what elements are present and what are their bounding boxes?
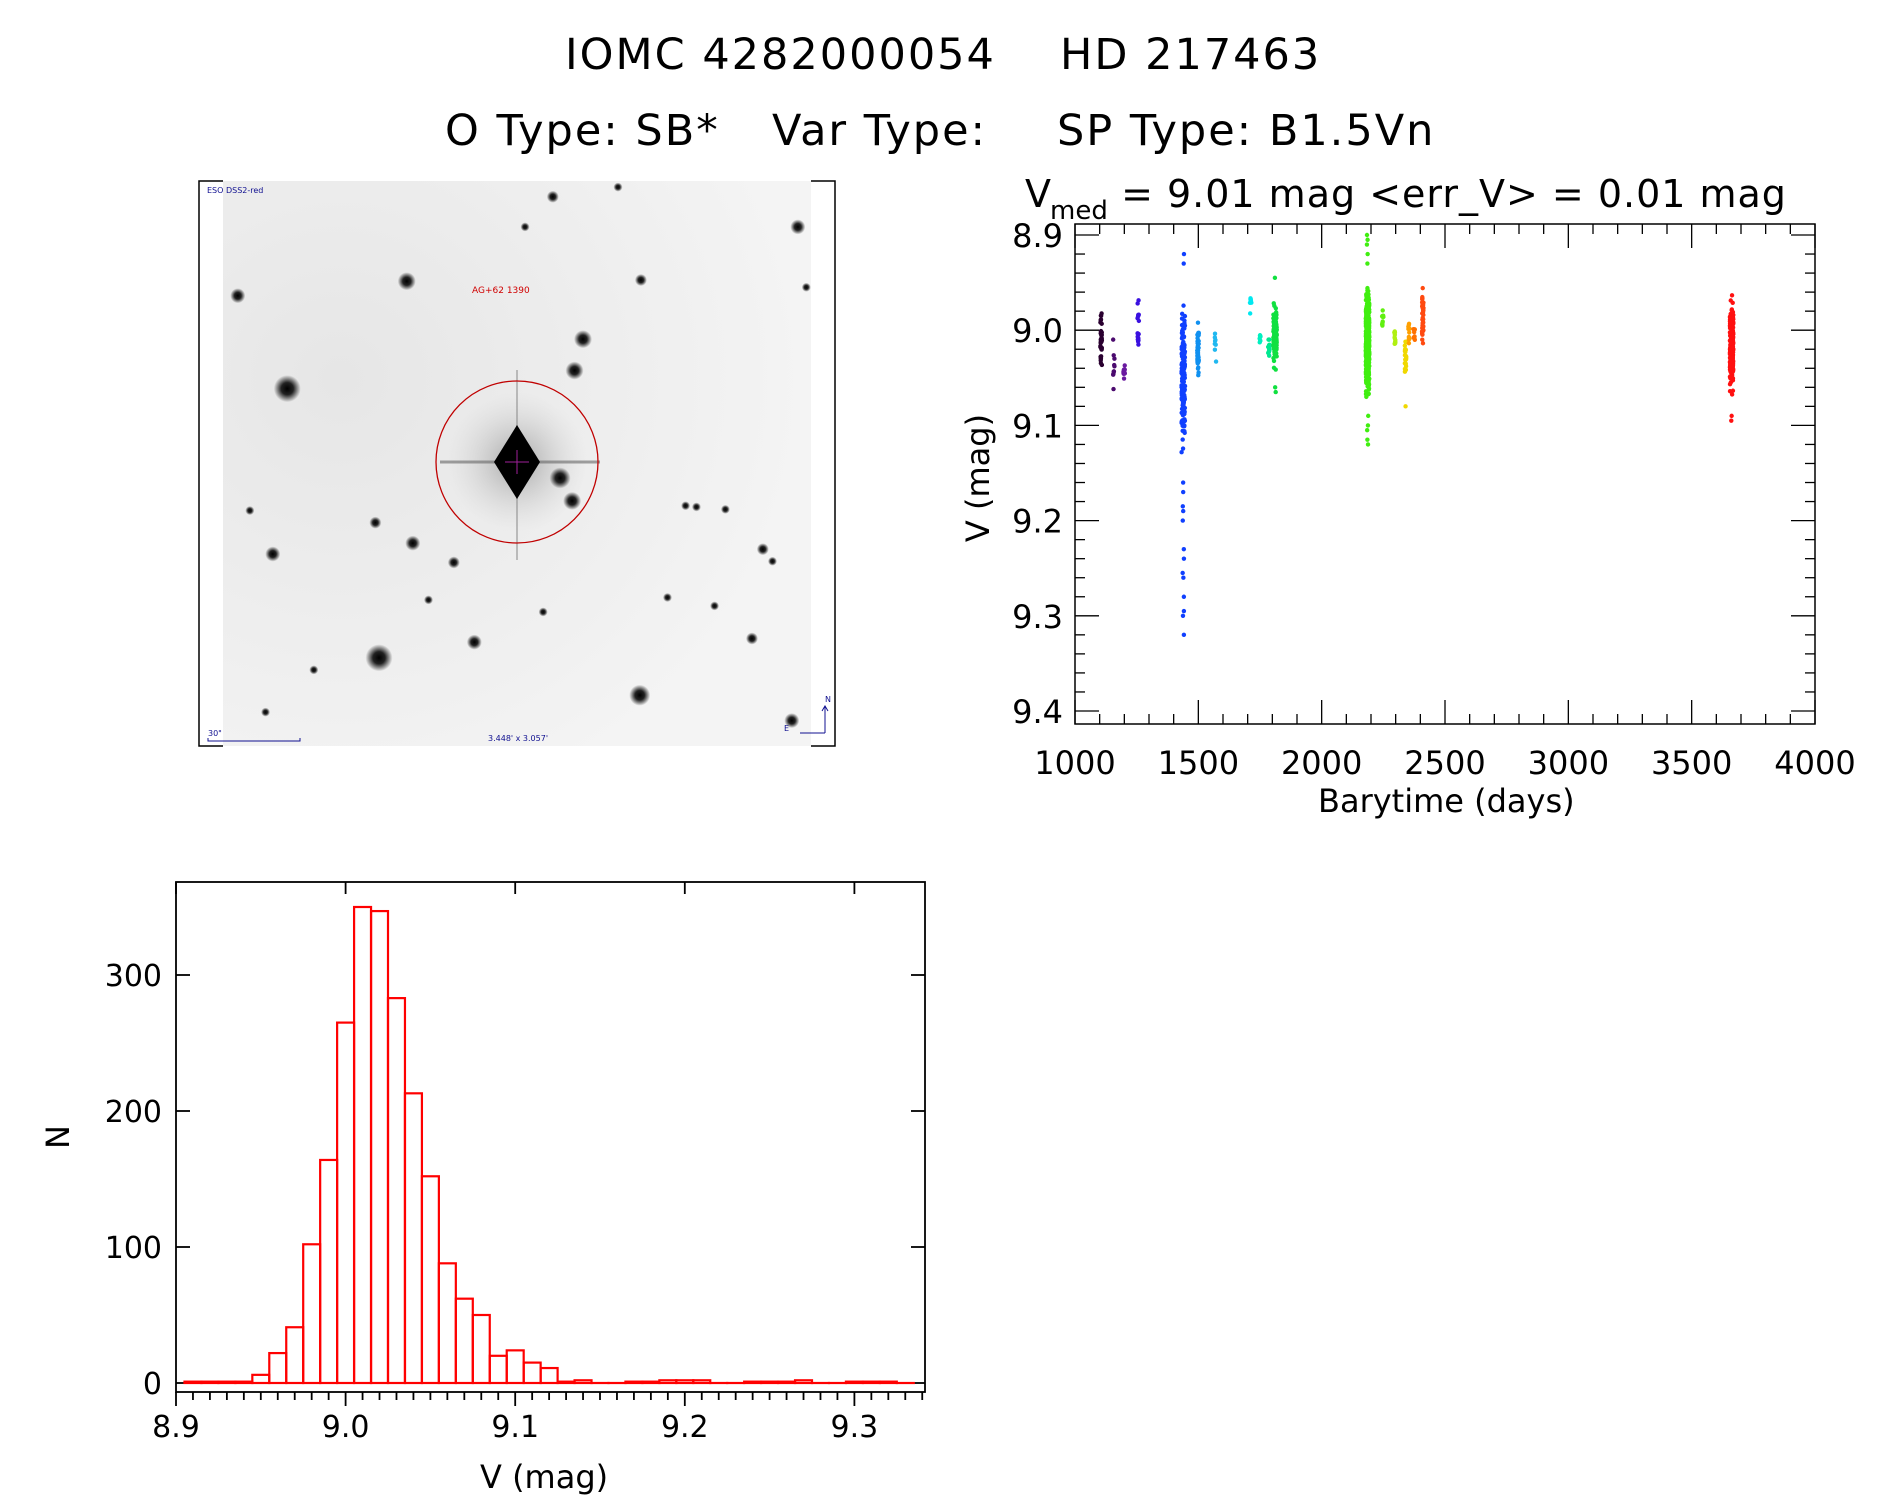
histogram-bar [625, 1382, 642, 1383]
histogram-bar [490, 1356, 507, 1383]
histogram-bar [676, 1380, 693, 1383]
histogram-bar [659, 1380, 676, 1383]
histogram-bar [354, 907, 371, 1383]
histogram-bar [693, 1380, 710, 1383]
histogram-bar [575, 1380, 592, 1383]
histogram-bar [405, 1093, 422, 1383]
hist-x-tick-label: 9.3 [831, 1410, 879, 1445]
histogram-bar [778, 1382, 795, 1383]
histogram-bar [761, 1382, 778, 1383]
histogram-bar [439, 1263, 456, 1383]
histogram-bar [422, 1176, 439, 1383]
histogram-bar [795, 1380, 812, 1383]
hist-x-tick-label: 8.9 [152, 1410, 200, 1445]
histogram-bar [388, 998, 405, 1383]
histogram-bar [880, 1382, 897, 1383]
histogram-bar [642, 1382, 659, 1383]
histogram-bar [541, 1368, 558, 1383]
histogram-bar [201, 1382, 218, 1383]
hist-y-tick-label: 200 [105, 1095, 162, 1130]
histogram-bar [269, 1353, 286, 1383]
hist-y-tick-label: 300 [105, 959, 162, 994]
histogram-bar [558, 1382, 575, 1383]
histogram-bar [863, 1382, 880, 1383]
histogram-bar [252, 1375, 269, 1383]
histogram-bar [337, 1023, 354, 1383]
hist-y-tick-label: 0 [143, 1367, 162, 1402]
hist-plot-frame [176, 882, 925, 1392]
histogram-bar [473, 1315, 490, 1383]
histogram-bar [456, 1299, 473, 1383]
histogram-bar [303, 1244, 320, 1383]
histogram-bar [744, 1382, 761, 1383]
hist-x-tick-label: 9.0 [322, 1410, 370, 1445]
histogram-bar [184, 1382, 201, 1383]
histogram-bar [371, 911, 388, 1383]
hist-x-tick-label: 9.2 [661, 1410, 709, 1445]
histogram-bar [524, 1363, 541, 1383]
histogram-bar [286, 1327, 303, 1383]
hist-y-tick-label: 100 [105, 1231, 162, 1266]
histogram-bar [320, 1160, 337, 1383]
hist-xlabel: V (mag) [480, 1458, 608, 1496]
histogram-bar [507, 1350, 524, 1383]
histogram-bar [218, 1382, 235, 1383]
histogram-bar [235, 1382, 252, 1383]
hist-x-tick-label: 9.1 [491, 1410, 539, 1445]
histogram-bar [846, 1382, 863, 1383]
hist-ylabel: N [39, 1125, 77, 1149]
